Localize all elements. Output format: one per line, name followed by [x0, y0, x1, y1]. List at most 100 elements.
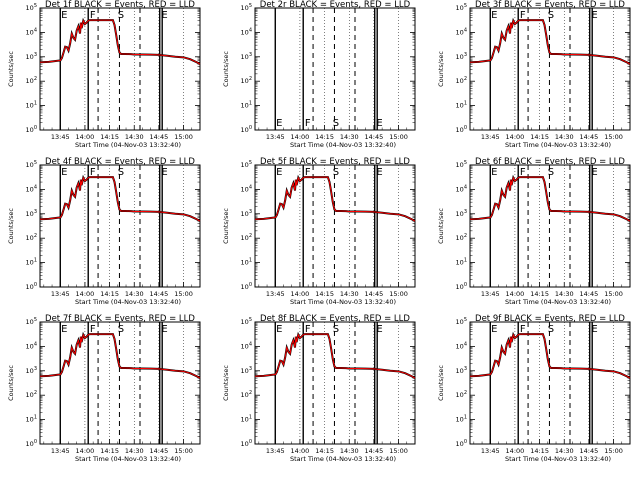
x-tick-label: 15:00 [389, 447, 408, 455]
interval-marker-F: F [90, 167, 96, 178]
x-tick-label: 14:30 [125, 133, 144, 141]
x-tick-label: 14:30 [555, 133, 574, 141]
x-tick-label: 14:15 [530, 133, 549, 141]
events-series-line [469, 17, 631, 66]
y-tick-label: 105 [456, 160, 467, 169]
x-axis-label: Start Time (04-Nov-03 13:32:40) [75, 298, 181, 306]
x-axis-label: Start Time (04-Nov-03 13:32:40) [505, 141, 611, 149]
events-series-line [39, 17, 201, 66]
panel-title: Det 9f BLACK = Events, RED = LLD [475, 314, 625, 324]
x-tick-label: 14:45 [150, 133, 169, 141]
x-tick-label: 14:45 [580, 290, 599, 298]
x-tick-label: 14:00 [291, 290, 310, 298]
y-tick-label: 101 [456, 415, 467, 424]
y-axis-label: Counts/sec [222, 365, 230, 401]
y-tick-label: 102 [241, 390, 252, 399]
y-axis-label: Counts/sec [222, 51, 230, 87]
x-tick-label: 13:45 [51, 290, 70, 298]
y-axis-label: Counts/sec [7, 208, 15, 244]
interval-marker-F: F [520, 167, 526, 178]
x-axis-label: Start Time (04-Nov-03 13:32:40) [505, 298, 611, 306]
x-tick-label: 14:45 [365, 290, 384, 298]
interval-marker-E: E [491, 324, 497, 335]
y-tick-label: 100 [241, 125, 252, 134]
y-tick-label: 101 [26, 101, 37, 110]
y-axis-label: Counts/sec [222, 208, 230, 244]
y-tick-label: 104 [241, 27, 252, 36]
x-tick-label: 14:45 [580, 447, 599, 455]
x-tick-label: 14:30 [555, 447, 574, 455]
plot-frame [469, 7, 631, 131]
interval-marker-E: E [376, 118, 382, 129]
y-tick-label: 100 [456, 439, 467, 448]
x-tick-label: 15:00 [174, 290, 193, 298]
interval-marker-F: F [520, 10, 526, 21]
interval-marker-S: S [118, 167, 124, 178]
interval-marker-E: E [61, 10, 67, 21]
y-tick-label: 105 [241, 317, 252, 326]
y-tick-label: 102 [26, 390, 37, 399]
y-tick-label: 103 [456, 209, 467, 218]
interval-marker-S: S [548, 10, 554, 21]
lld-series-line [254, 176, 416, 222]
y-tick-label: 100 [241, 282, 252, 291]
y-tick-label: 102 [241, 233, 252, 242]
x-tick-label: 13:45 [51, 133, 70, 141]
y-axis-label: Counts/sec [437, 365, 445, 401]
lld-series-line [39, 333, 201, 379]
plot-frame [39, 164, 201, 288]
x-tick-label: 14:15 [530, 290, 549, 298]
y-axis-label: Counts/sec [7, 51, 15, 87]
x-tick-label: 14:00 [76, 133, 95, 141]
y-tick-label: 104 [456, 341, 467, 350]
plot-frame [254, 321, 416, 445]
plot-frame [254, 164, 416, 288]
interval-marker-F: F [90, 324, 96, 335]
y-axis-label: Counts/sec [7, 365, 15, 401]
panel-title: Det 2r BLACK = Events, RED = LLD [260, 0, 411, 10]
y-tick-label: 100 [456, 282, 467, 291]
x-tick-label: 14:15 [100, 133, 119, 141]
y-tick-label: 101 [456, 258, 467, 267]
y-tick-label: 103 [456, 366, 467, 375]
events-series-line [254, 331, 416, 380]
y-tick-label: 105 [26, 317, 37, 326]
y-tick-label: 105 [241, 3, 252, 12]
events-series-line [254, 174, 416, 223]
y-tick-label: 102 [26, 76, 37, 85]
interval-marker-S: S [333, 167, 339, 178]
panel-title: Det 6f BLACK = Events, RED = LLD [475, 157, 625, 167]
detector-panel-2: Det 2r BLACK = Events, RED = LLD 100 101 10… [222, 0, 416, 149]
interval-marker-E: E [591, 324, 597, 335]
y-tick-label: 100 [26, 439, 37, 448]
x-tick-label: 14:30 [125, 447, 144, 455]
plot-frame [39, 321, 201, 445]
x-tick-label: 14:15 [315, 290, 334, 298]
x-tick-label: 13:45 [481, 290, 500, 298]
interval-marker-E: E [491, 167, 497, 178]
y-tick-label: 100 [241, 439, 252, 448]
interval-marker-E: E [161, 10, 167, 21]
interval-marker-E: E [161, 167, 167, 178]
y-tick-label: 102 [456, 390, 467, 399]
x-axis-label: Start Time (04-Nov-03 13:32:40) [290, 455, 396, 463]
x-tick-label: 14:30 [340, 133, 359, 141]
y-tick-label: 105 [456, 3, 467, 12]
x-tick-label: 14:15 [530, 447, 549, 455]
y-tick-label: 101 [241, 101, 252, 110]
interval-marker-E: E [591, 167, 597, 178]
x-tick-label: 14:15 [100, 447, 119, 455]
x-tick-label: 13:45 [266, 133, 285, 141]
y-tick-label: 104 [241, 184, 252, 193]
interval-marker-E: E [276, 324, 282, 335]
y-tick-label: 104 [456, 184, 467, 193]
x-tick-label: 14:00 [506, 447, 525, 455]
detector-panel-3: Det 3f BLACK = Events, RED = LLD 100 101 10… [437, 0, 631, 149]
y-tick-label: 101 [26, 258, 37, 267]
x-tick-label: 14:30 [555, 290, 574, 298]
detector-panel-8: Det 8f BLACK = Events, RED = LLD 100 101 10… [222, 314, 416, 463]
interval-marker-E: E [591, 10, 597, 21]
y-tick-label: 105 [241, 160, 252, 169]
interval-marker-F: F [305, 324, 311, 335]
interval-marker-E: E [376, 167, 382, 178]
